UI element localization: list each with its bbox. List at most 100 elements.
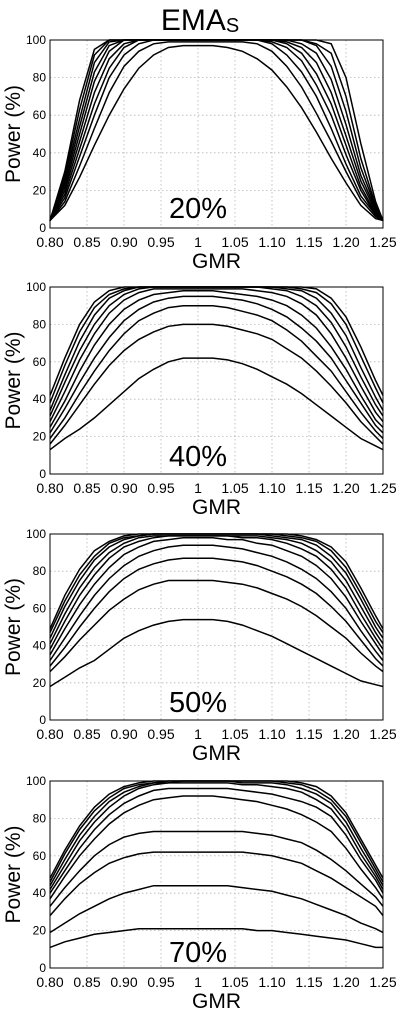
chart-panel-40pct: 0 20 40 60 80 100 0.80 0.85 0.90 0.95 1 1.05 1.10 1.1… bbox=[2, 280, 397, 519]
series-line-8 bbox=[49, 304, 384, 440]
x-tick-label: 1 bbox=[194, 726, 202, 742]
x-tick-label: 1.15 bbox=[295, 234, 322, 250]
series-line-5 bbox=[49, 787, 384, 894]
x-tick-label: 1.25 bbox=[369, 974, 396, 990]
x-tick-label: 1.15 bbox=[295, 480, 322, 496]
y-tick-label: 60 bbox=[33, 355, 47, 369]
series-line-9 bbox=[49, 41, 384, 222]
x-tick-label: 0.95 bbox=[147, 480, 174, 496]
x-tick-label: 1 bbox=[194, 974, 202, 990]
x-tick-label: 0.90 bbox=[110, 974, 137, 990]
x-tick-label: 1 bbox=[194, 234, 202, 250]
series-line-10 bbox=[49, 927, 383, 949]
y-tick-label: 20 bbox=[33, 183, 47, 197]
series-line-6 bbox=[49, 795, 384, 900]
y-tick-label: 0 bbox=[39, 221, 46, 235]
y-tick-label: 60 bbox=[33, 108, 47, 122]
x-tick-label: 0.80 bbox=[36, 974, 63, 990]
x-tick-label: 1.20 bbox=[332, 974, 359, 990]
x-axis-label: GMR bbox=[192, 990, 241, 1010]
plot-frame bbox=[49, 286, 384, 475]
x-tick-label: 0.90 bbox=[110, 234, 137, 250]
x-tick-label: 0.90 bbox=[110, 480, 137, 496]
series-line-8 bbox=[49, 557, 384, 667]
y-tick-label: 80 bbox=[33, 317, 47, 331]
y-tick-label: 100 bbox=[26, 33, 46, 47]
x-tick-label: 1.10 bbox=[258, 234, 285, 250]
figure-title: EMAS bbox=[161, 4, 239, 37]
series-line-6 bbox=[49, 289, 384, 428]
series-line-7 bbox=[49, 295, 384, 434]
figure-title-main: EMA bbox=[161, 4, 226, 37]
x-tick-label: 1.25 bbox=[369, 234, 396, 250]
plot-frame bbox=[49, 39, 384, 229]
x-tick-label: 0.80 bbox=[36, 480, 63, 496]
chart-panel-50pct: 0 20 40 60 80 100 0.80 0.85 0.90 0.95 1 1.05 1.10 1.1… bbox=[2, 527, 397, 765]
y-tick-label: 0 bbox=[39, 961, 46, 975]
x-tick-label: 1.05 bbox=[221, 726, 248, 742]
panel-label: 70% bbox=[169, 937, 227, 969]
x-tick-label: 1 bbox=[194, 480, 202, 496]
x-axis-label: GMR bbox=[192, 496, 241, 519]
y-tick-label: 40 bbox=[33, 146, 47, 160]
series-line-5 bbox=[49, 288, 384, 423]
y-axis-label: Power (%) bbox=[2, 331, 25, 429]
y-tick-label: 100 bbox=[26, 280, 46, 294]
x-tick-label: 0.85 bbox=[73, 974, 100, 990]
panel-label: 40% bbox=[169, 441, 227, 473]
y-tick-label: 100 bbox=[26, 774, 46, 788]
y-tick-label: 80 bbox=[33, 564, 47, 578]
y-tick-label: 40 bbox=[33, 639, 47, 653]
x-tick-label: 0.85 bbox=[73, 726, 100, 742]
x-tick-label: 1.20 bbox=[332, 480, 359, 496]
series-line-2 bbox=[49, 286, 384, 404]
x-tick-label: 1.10 bbox=[258, 480, 285, 496]
chart-panel-20pct: 0 20 40 60 80 100 0.80 0.85 0.90 0.95 1 1.05 1.10 1.1… bbox=[2, 33, 397, 273]
series-line-6 bbox=[49, 536, 384, 656]
y-tick-label: 20 bbox=[33, 676, 47, 690]
series-line-8 bbox=[49, 851, 384, 917]
series-line-10 bbox=[49, 357, 384, 451]
plot-frame bbox=[49, 780, 384, 969]
series-line-5 bbox=[49, 535, 384, 650]
x-axis-label: GMR bbox=[192, 250, 241, 273]
x-tick-label: 0.95 bbox=[147, 726, 174, 742]
y-tick-label: 0 bbox=[39, 467, 46, 481]
x-tick-label: 1.15 bbox=[295, 974, 322, 990]
x-tick-label: 0.95 bbox=[147, 974, 174, 990]
x-tick-label: 1.05 bbox=[221, 974, 248, 990]
x-tick-label: 1.05 bbox=[221, 480, 248, 496]
x-tick-label: 1.25 bbox=[369, 726, 396, 742]
x-tick-label: 0.80 bbox=[36, 726, 63, 742]
series-line-9 bbox=[49, 884, 384, 934]
y-tick-label: 60 bbox=[33, 601, 47, 615]
x-tick-label: 1.10 bbox=[258, 726, 285, 742]
x-tick-label: 0.85 bbox=[73, 480, 100, 496]
x-axis-label: GMR bbox=[192, 742, 241, 765]
y-tick-label: 80 bbox=[33, 71, 47, 85]
y-tick-label: 20 bbox=[33, 430, 47, 444]
x-tick-label: 1.15 bbox=[295, 726, 322, 742]
series-line-1 bbox=[49, 780, 384, 879]
y-tick-label: 40 bbox=[33, 886, 47, 900]
y-tick-label: 0 bbox=[39, 713, 46, 727]
series-line-9 bbox=[49, 579, 384, 673]
x-tick-label: 1.05 bbox=[221, 234, 248, 250]
panel-label: 20% bbox=[169, 193, 227, 225]
x-tick-label: 1.10 bbox=[258, 974, 285, 990]
x-tick-label: 0.85 bbox=[73, 234, 100, 250]
y-axis-label: Power (%) bbox=[2, 825, 25, 923]
plot-frame bbox=[49, 533, 384, 721]
y-axis-label: Power (%) bbox=[2, 85, 25, 183]
series-line-4 bbox=[49, 782, 384, 890]
series-line-10 bbox=[49, 44, 384, 222]
x-tick-label: 1.20 bbox=[332, 234, 359, 250]
y-tick-label: 80 bbox=[33, 811, 47, 825]
x-tick-label: 1.20 bbox=[332, 726, 359, 742]
series-line-7 bbox=[49, 830, 384, 907]
x-tick-label: 0.90 bbox=[110, 726, 137, 742]
series-line-7 bbox=[49, 544, 384, 661]
series-line-9 bbox=[49, 323, 384, 445]
